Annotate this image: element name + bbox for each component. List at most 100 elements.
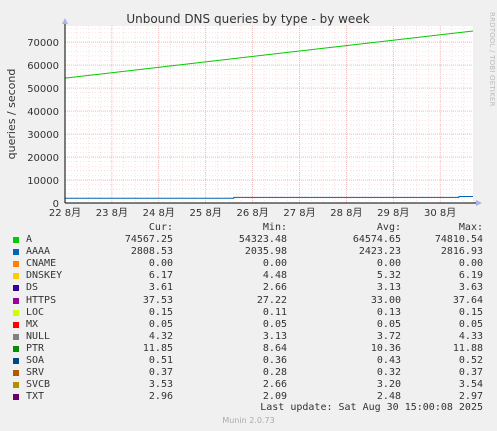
legend-name: HTTPS [26, 294, 57, 306]
legend-row: A 74567.25 54323.48 64574.65 74810.54 [0, 234, 497, 246]
legend-max: 0.15 [458, 306, 483, 318]
legend-cur: 0.37 [148, 367, 173, 379]
legend-min: 0.11 [262, 306, 287, 318]
legend-min: 54323.48 [238, 234, 287, 245]
legend-row: PTR 11.85 8.64 10.36 11.88 [0, 343, 497, 355]
legend-avg: 2423.23 [358, 246, 401, 258]
legend-swatch [13, 394, 19, 401]
legend-cur: 6.17 [148, 270, 173, 282]
legend-max: 3.54 [458, 379, 483, 391]
legend-header-max: Max: [458, 222, 483, 233]
plot-area [65, 26, 473, 203]
legend-max: 2.97 [458, 391, 483, 403]
legend-header-avg: Avg: [376, 222, 401, 233]
legend-max: 6.19 [458, 270, 483, 282]
legend-cur: 0.15 [148, 306, 173, 318]
legend-name: SVCB [26, 379, 51, 391]
y-tick-label: 10000 [27, 176, 59, 187]
legend-min: 4.48 [262, 270, 287, 282]
legend-max: 74810.54 [434, 234, 483, 245]
legend-cur: 3.53 [148, 379, 173, 391]
legend-cur: 2808.53 [130, 246, 173, 258]
legend-max: 4.33 [458, 330, 483, 342]
legend-swatch [13, 249, 19, 256]
legend-swatch [13, 297, 19, 304]
legend-swatch [13, 370, 19, 377]
legend-min: 2.66 [262, 282, 287, 294]
legend-row: DS 3.61 2.66 3.13 3.63 [0, 282, 497, 294]
legend-avg: 0.32 [376, 367, 401, 379]
legend-cur: 2.96 [148, 391, 173, 403]
legend-cur: 37.53 [142, 294, 173, 306]
legend-swatch [13, 273, 19, 280]
x-ticks: 22 8月 23 8月 24 8月 25 8月 26 8月 27 8月 28 8月 29 8月… [49, 207, 456, 219]
legend-name: AAAA [26, 246, 51, 258]
legend-header-min: Min: [262, 222, 287, 233]
legend-swatch [13, 309, 19, 316]
legend-name: PTR [26, 342, 45, 354]
legend-swatch [13, 345, 19, 352]
legend-min: 3.13 [262, 330, 287, 342]
legend-name: DS [26, 282, 39, 294]
x-tick-label: 23 8月 [96, 207, 128, 219]
legend-max: 0.37 [458, 367, 483, 379]
legend-row: NULL 4.32 3.13 3.72 4.33 [0, 331, 497, 343]
legend-row: SOA 0.51 0.36 0.43 0.52 [0, 355, 497, 367]
y-tick-label: 0 [53, 199, 59, 210]
legend-min: 2.66 [262, 379, 287, 391]
legend-min: 0.36 [262, 355, 287, 366]
legend-row: CNAME 0.00 0.00 0.00 0.00 [0, 258, 497, 270]
y-axis-arrow [62, 18, 68, 24]
legend-swatch [13, 321, 19, 328]
legend-row: MX 0.05 0.05 0.05 0.05 [0, 319, 497, 331]
x-tick-label: 26 8月 [236, 207, 268, 219]
legend-avg: 0.43 [376, 355, 401, 366]
legend-name: TXT [26, 391, 45, 403]
legend-row: TXT 2.96 2.09 2.48 2.97 [0, 391, 497, 403]
legend-cur: 74567.25 [124, 234, 173, 245]
legend-max: 11.88 [452, 342, 483, 354]
legend-swatch [13, 237, 19, 243]
legend-max: 0.00 [458, 258, 483, 270]
chart-title: Unbound DNS queries by type - by week [126, 12, 369, 26]
x-tick-label: 22 8月 [49, 207, 81, 219]
legend-name: NULL [26, 330, 51, 342]
legend-avg: 3.72 [376, 330, 401, 342]
x-tick-label: 27 8月 [283, 207, 315, 219]
legend-min: 8.64 [262, 342, 287, 354]
legend-name: LOC [26, 306, 45, 318]
legend-row: DNSKEY 6.17 4.48 5.32 6.19 [0, 270, 497, 282]
x-tick-label: 28 8月 [330, 207, 362, 219]
legend-cur: 0.05 [148, 318, 173, 330]
y-tick-label: 40000 [27, 107, 59, 118]
legend-cur: 11.85 [142, 342, 173, 354]
legend-swatch [13, 333, 19, 340]
x-tick-label: 24 8月 [143, 207, 175, 219]
legend-swatch [13, 261, 19, 268]
x-axis-arrow [476, 200, 482, 206]
legend-row: AAAA 2808.53 2035.98 2423.23 2816.93 [0, 246, 497, 258]
legend-avg: 0.13 [376, 306, 401, 318]
y-tick-label: 30000 [27, 130, 59, 141]
legend-avg: 64574.65 [352, 234, 401, 245]
legend-max: 0.52 [458, 355, 483, 366]
legend-swatch [13, 358, 19, 364]
legend-max: 0.05 [458, 318, 483, 330]
legend-swatch [13, 382, 19, 389]
legend-name: A [26, 234, 33, 245]
legend-avg: 5.32 [376, 270, 401, 282]
x-tick-label: 30 8月 [424, 207, 456, 219]
y-tick-label: 20000 [27, 153, 59, 164]
legend-avg: 3.13 [376, 282, 401, 294]
legend-min: 0.28 [262, 367, 287, 379]
series-line-a [64, 30, 474, 79]
legend-name: SRV [26, 367, 45, 379]
last-update: Last update: Sat Aug 30 15:00:08 2025 [260, 402, 483, 413]
legend-min: 2.09 [262, 391, 287, 403]
legend-cur: 0.00 [148, 258, 173, 270]
y-tick-label: 50000 [27, 84, 59, 95]
x-tick-label: 25 8月 [190, 207, 222, 219]
rrdtool-credit: RRDTOOL / TOBI OETIKER [488, 12, 496, 107]
legend-max: 3.63 [458, 282, 483, 294]
legend-cur: 4.32 [148, 330, 173, 342]
